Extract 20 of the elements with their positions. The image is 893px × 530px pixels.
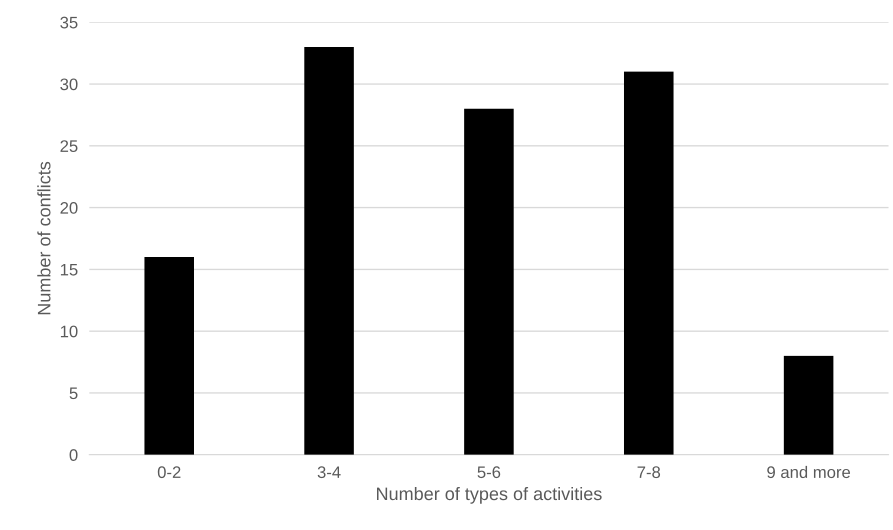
y-tick-label: 10 — [60, 326, 78, 338]
y-tick-label: 0 — [70, 449, 78, 461]
x-axis-title: Number of types of activities — [377, 486, 602, 504]
y-tick-label: 20 — [60, 202, 78, 214]
y-axis-title: Number of conflicts — [37, 162, 51, 314]
y-tick-label: 30 — [60, 78, 78, 90]
bar — [144, 257, 194, 455]
x-tick-label: 3-4 — [318, 466, 341, 478]
bar — [464, 108, 514, 455]
y-tick-label: 15 — [60, 264, 78, 276]
bar — [784, 356, 834, 455]
y-tick-label: 35 — [60, 16, 78, 28]
bar — [624, 72, 674, 455]
x-tick-label: 5-6 — [478, 466, 500, 478]
bar — [304, 46, 354, 455]
y-tick-label: 25 — [60, 140, 78, 152]
x-tick-label: 9 and more — [767, 466, 850, 478]
x-tick-label: 0-2 — [158, 466, 180, 478]
x-tick-label: 7-8 — [638, 466, 660, 478]
y-tick-label: 5 — [70, 388, 78, 400]
